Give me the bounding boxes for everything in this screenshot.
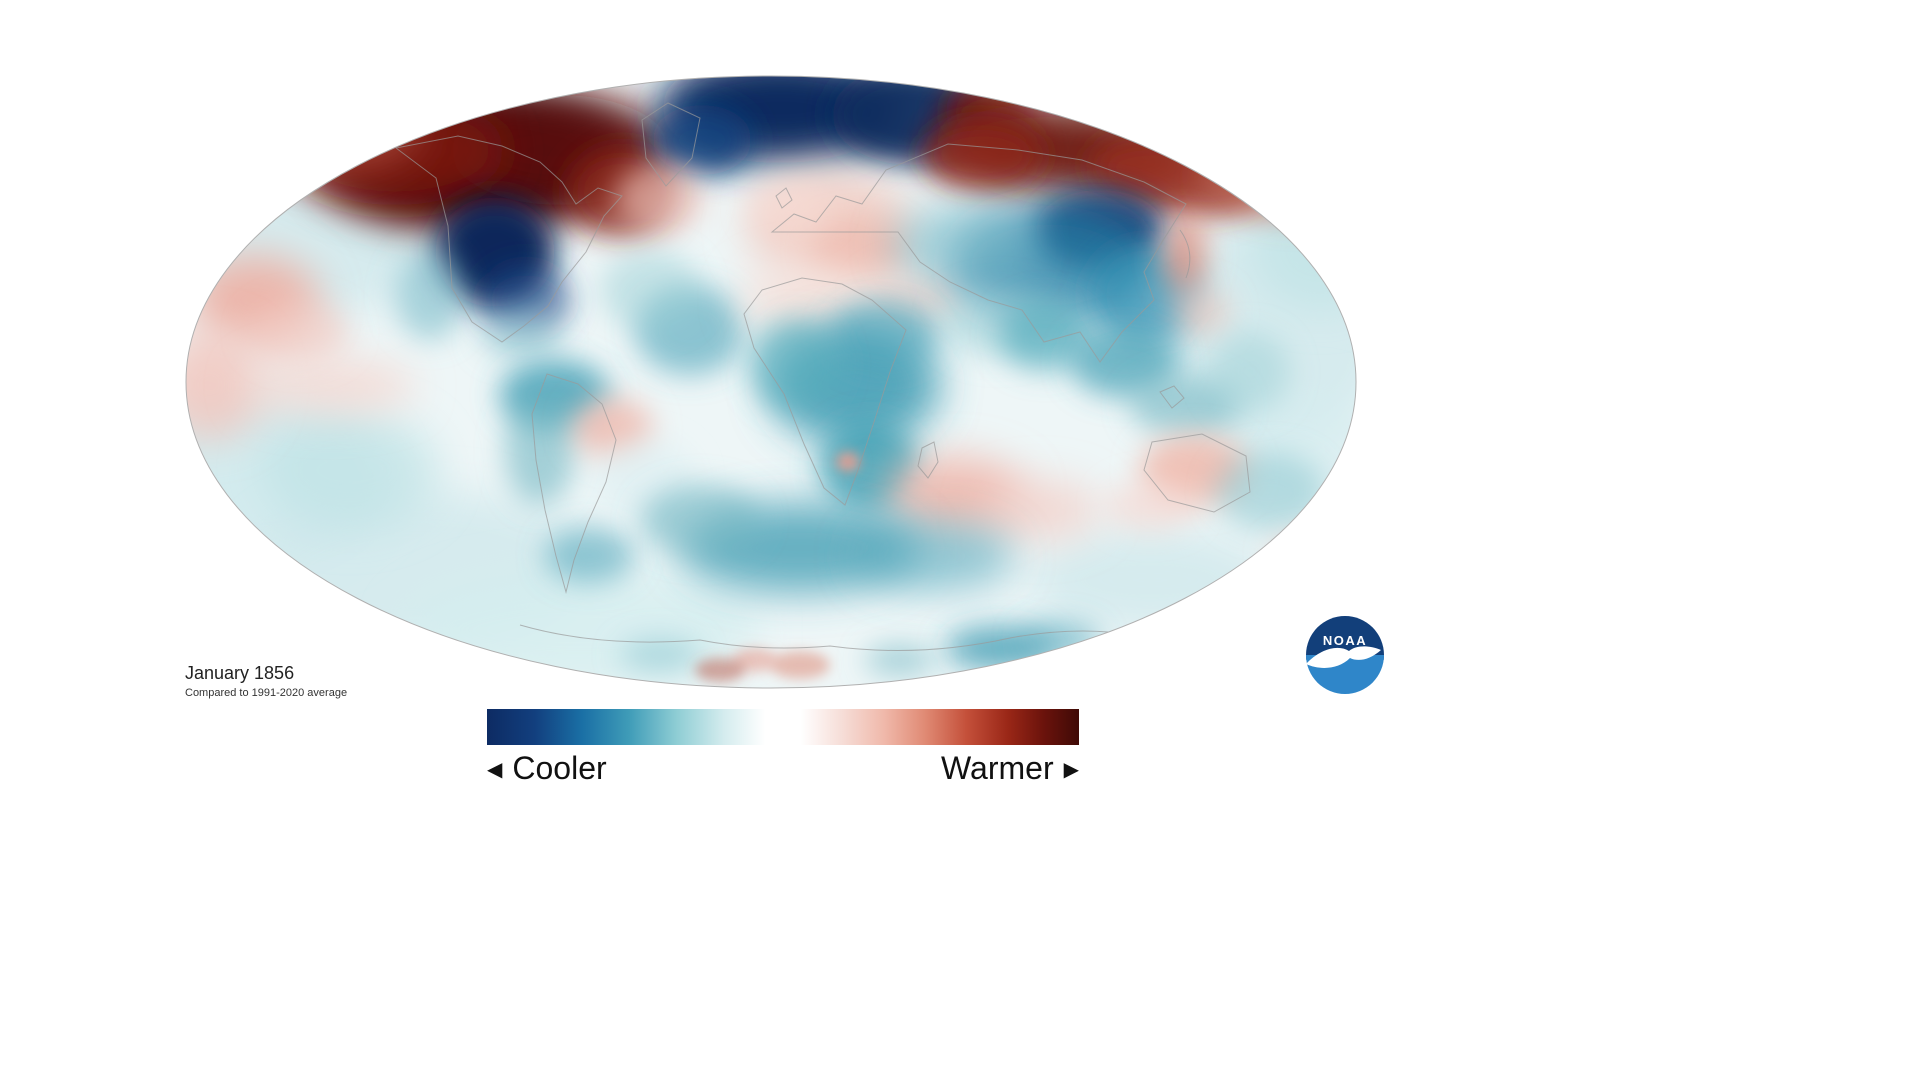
warmer-text: Warmer — [941, 750, 1054, 786]
anomaly-blob — [480, 314, 560, 358]
map-projection-outline — [185, 75, 1357, 689]
anomaly-blob — [1210, 332, 1290, 412]
coastline-eurasia — [770, 143, 1187, 363]
anomaly-blob — [750, 320, 840, 410]
anomaly-blob — [830, 300, 940, 370]
anomaly-blob — [1130, 376, 1240, 436]
anomaly-blob — [1000, 301, 1090, 371]
anomaly-blob — [652, 105, 752, 175]
anomaly-blob — [810, 220, 910, 280]
anomaly-blob — [620, 639, 700, 671]
coastline-japan — [1179, 229, 1191, 279]
coastline-north-america — [394, 135, 623, 343]
warmer-label: Warmer ▶ — [941, 750, 1079, 787]
coastline-africa — [743, 277, 907, 506]
anomaly-blob — [836, 452, 860, 472]
coastline-new-zealand — [1295, 539, 1302, 571]
coastline-britain — [775, 187, 793, 209]
anomaly-blob — [1020, 622, 1100, 658]
anomaly-blob — [733, 648, 777, 672]
anomaly-blob — [980, 480, 1100, 540]
colorbar — [487, 709, 1079, 745]
anomaly-blob — [865, 645, 935, 675]
noaa-logo-text: NOAA — [1323, 633, 1367, 648]
colorbar-legend: ◀ Cooler Warmer ▶ — [487, 750, 1079, 787]
noaa-logo: NOAA — [1306, 616, 1384, 694]
anomaly-blob — [245, 358, 415, 414]
left-arrow-icon: ◀ — [487, 758, 503, 781]
coastline-madagascar — [917, 441, 939, 479]
anomaly-blob — [395, 250, 465, 340]
coastline-antarctica — [519, 624, 1141, 651]
anomaly-blob — [1272, 538, 1328, 574]
anomaly-blob — [240, 88, 420, 168]
map-title-block: January 1856 Compared to 1991-2020 avera… — [185, 663, 347, 699]
anomaly-blob — [922, 120, 1042, 190]
map-title: January 1856 — [185, 663, 295, 683]
right-arrow-icon: ▶ — [1063, 758, 1079, 781]
anomaly-blob — [695, 658, 745, 682]
map-subtitle: Compared to 1991-2020 average — [185, 687, 348, 699]
anomaly-blob — [600, 250, 700, 330]
anomaly-blob — [770, 651, 830, 679]
coastline-south-america — [531, 373, 617, 594]
anomaly-blob — [615, 163, 705, 233]
anomaly-blob — [545, 527, 635, 583]
anomaly-blob — [250, 302, 350, 362]
anomaly-blob — [186, 330, 265, 440]
anomaly-blob — [1105, 481, 1195, 531]
anomaly-blob — [1070, 327, 1180, 397]
anomaly-blob — [1215, 452, 1325, 532]
anomaly-blob — [855, 521, 1015, 591]
anomaly-blob — [1163, 215, 1207, 295]
anomaly-blob — [640, 485, 760, 555]
coastline-australia — [1143, 433, 1251, 513]
seagull-icon — [1306, 646, 1381, 668]
coastline-borneo — [1159, 385, 1185, 409]
coastline-greenland — [641, 102, 701, 187]
cooler-text: Cooler — [512, 750, 607, 786]
anomaly-blob — [505, 395, 575, 505]
anomaly-blob — [890, 205, 1030, 285]
coastline-borders — [394, 102, 1302, 651]
anomaly-blob — [1170, 287, 1230, 337]
anomaly-blob — [260, 410, 440, 530]
cooler-label: ◀ Cooler — [487, 750, 607, 787]
anomaly-blob — [750, 181, 830, 231]
anomaly-blob — [1250, 190, 1356, 310]
